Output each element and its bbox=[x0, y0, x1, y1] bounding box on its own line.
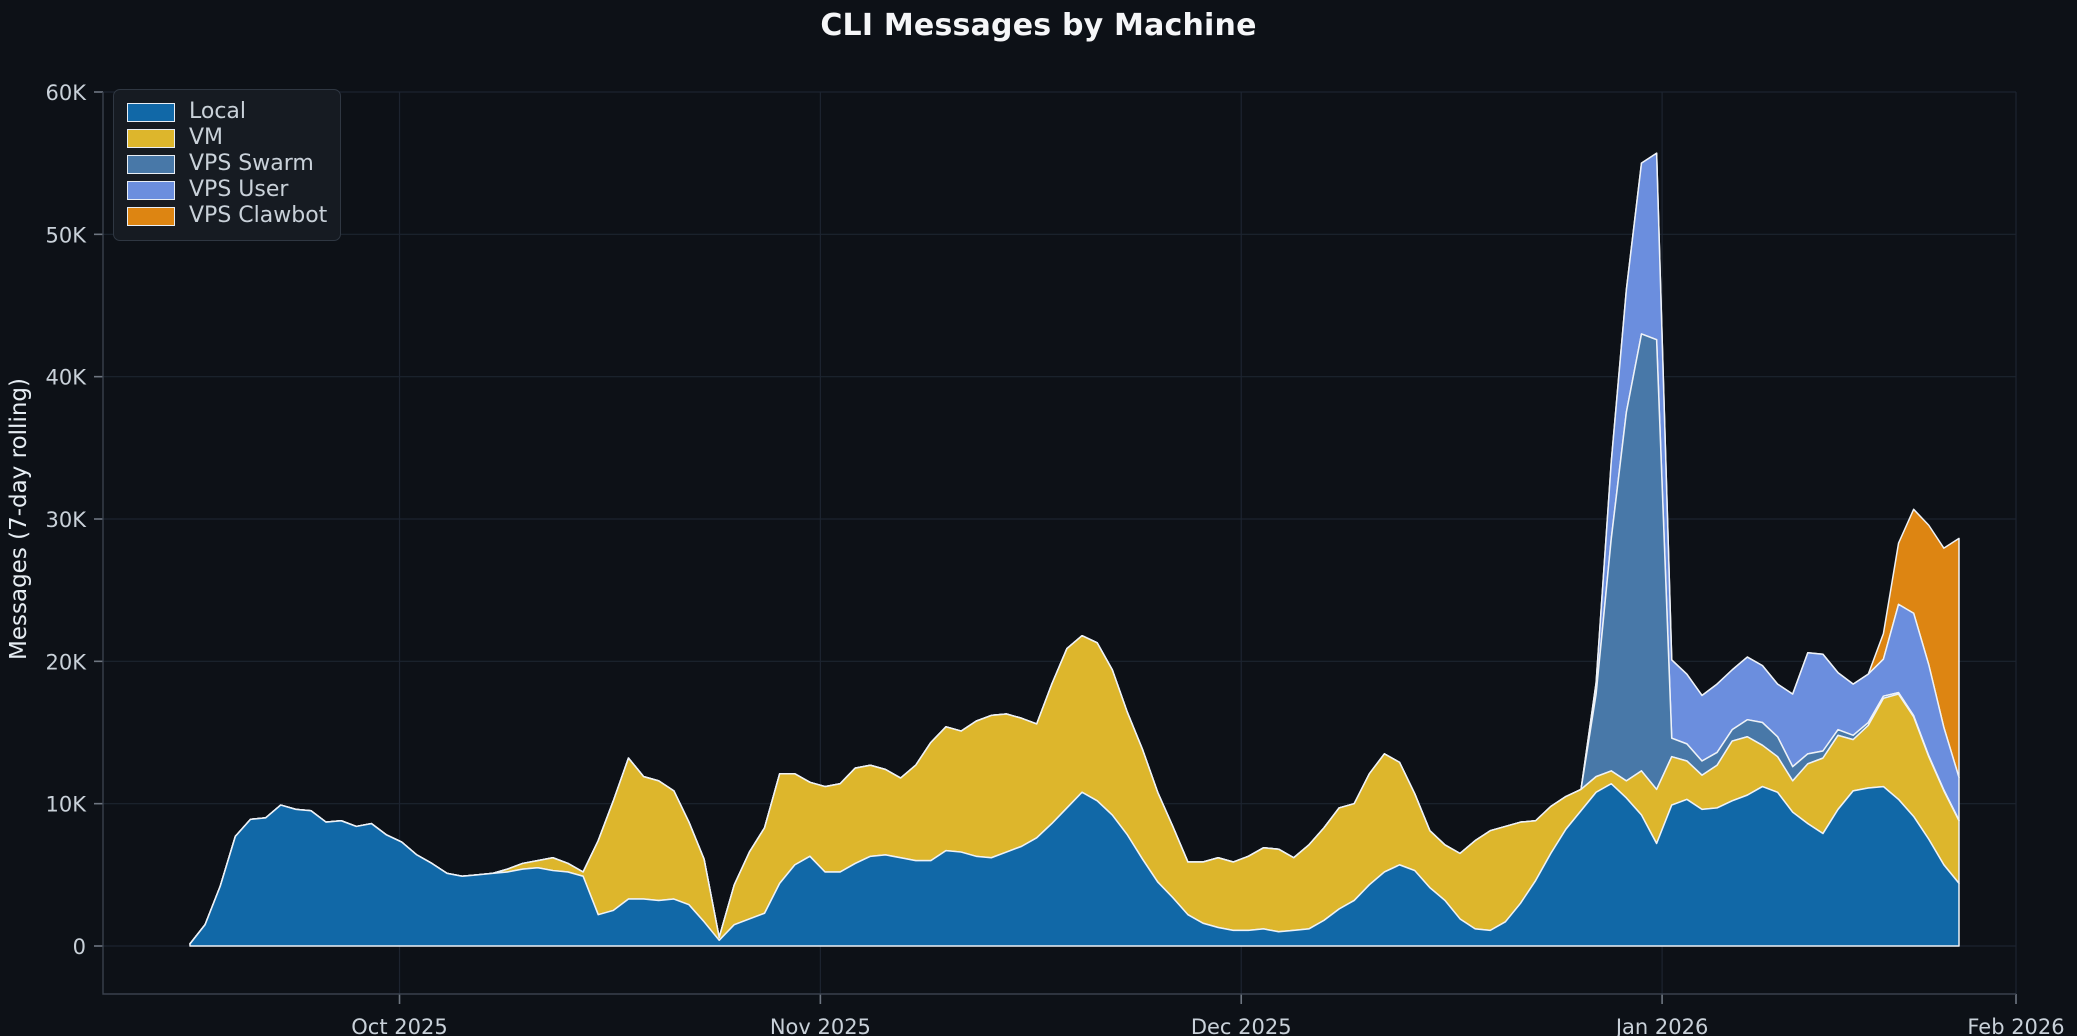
y-axis-ticks: 0 10K 20K 30K 40K 50K 60K bbox=[46, 81, 103, 959]
y-tick-label: 20K bbox=[46, 650, 88, 674]
x-tick-label: Feb 2026 bbox=[1967, 1015, 2064, 1036]
legend-swatch-icon bbox=[127, 206, 175, 226]
y-tick-label: 0 bbox=[73, 935, 86, 959]
x-tick-label: Dec 2025 bbox=[1191, 1015, 1292, 1036]
y-tick-label: 30K bbox=[46, 508, 88, 532]
legend-item[interactable]: Local bbox=[127, 99, 327, 125]
legend-item-label: VPS User bbox=[189, 177, 289, 202]
area-series-local bbox=[189, 782, 1960, 947]
legend-swatch-icon bbox=[127, 102, 175, 122]
legend-swatch-icon bbox=[127, 128, 175, 148]
y-tick-label: 50K bbox=[46, 223, 88, 247]
y-tick-label: 10K bbox=[46, 793, 88, 817]
axis-spines bbox=[102, 92, 2016, 995]
legend-item[interactable]: VPS Clawbot bbox=[127, 203, 327, 229]
y-tick-label: 40K bbox=[46, 366, 88, 390]
legend-item[interactable]: VPS Swarm bbox=[127, 151, 327, 177]
legend-item-label: VM bbox=[189, 125, 224, 150]
legend-item[interactable]: VPS User bbox=[127, 177, 327, 203]
x-tick-label: Nov 2025 bbox=[770, 1015, 871, 1036]
x-axis-ticks: Oct 2025 Nov 2025 Dec 2025 Jan 2026 Feb 2026 bbox=[351, 994, 2065, 1036]
legend-item-label: VPS Clawbot bbox=[189, 203, 328, 228]
legend-swatch-icon bbox=[127, 180, 175, 200]
x-tick-label: Jan 2026 bbox=[1614, 1015, 1709, 1036]
chart-title: CLI Messages by Machine bbox=[820, 8, 1257, 43]
y-axis-label: Messages (7-day rolling) bbox=[6, 378, 32, 660]
legend-item-label: VPS Swarm bbox=[189, 151, 314, 176]
y-tick-label: 60K bbox=[46, 81, 88, 105]
legend-item[interactable]: VM bbox=[127, 125, 327, 151]
y-axis-title: Messages (7-day rolling) bbox=[6, 378, 32, 660]
legend-item-label: Local bbox=[189, 99, 247, 124]
legend-swatch-icon bbox=[127, 154, 175, 174]
x-tick-label: Oct 2025 bbox=[351, 1015, 447, 1036]
chart-legend: Local VM VPS Swarm VPS User VPS Clawbot bbox=[113, 89, 342, 241]
stacked-areas bbox=[189, 152, 1960, 947]
